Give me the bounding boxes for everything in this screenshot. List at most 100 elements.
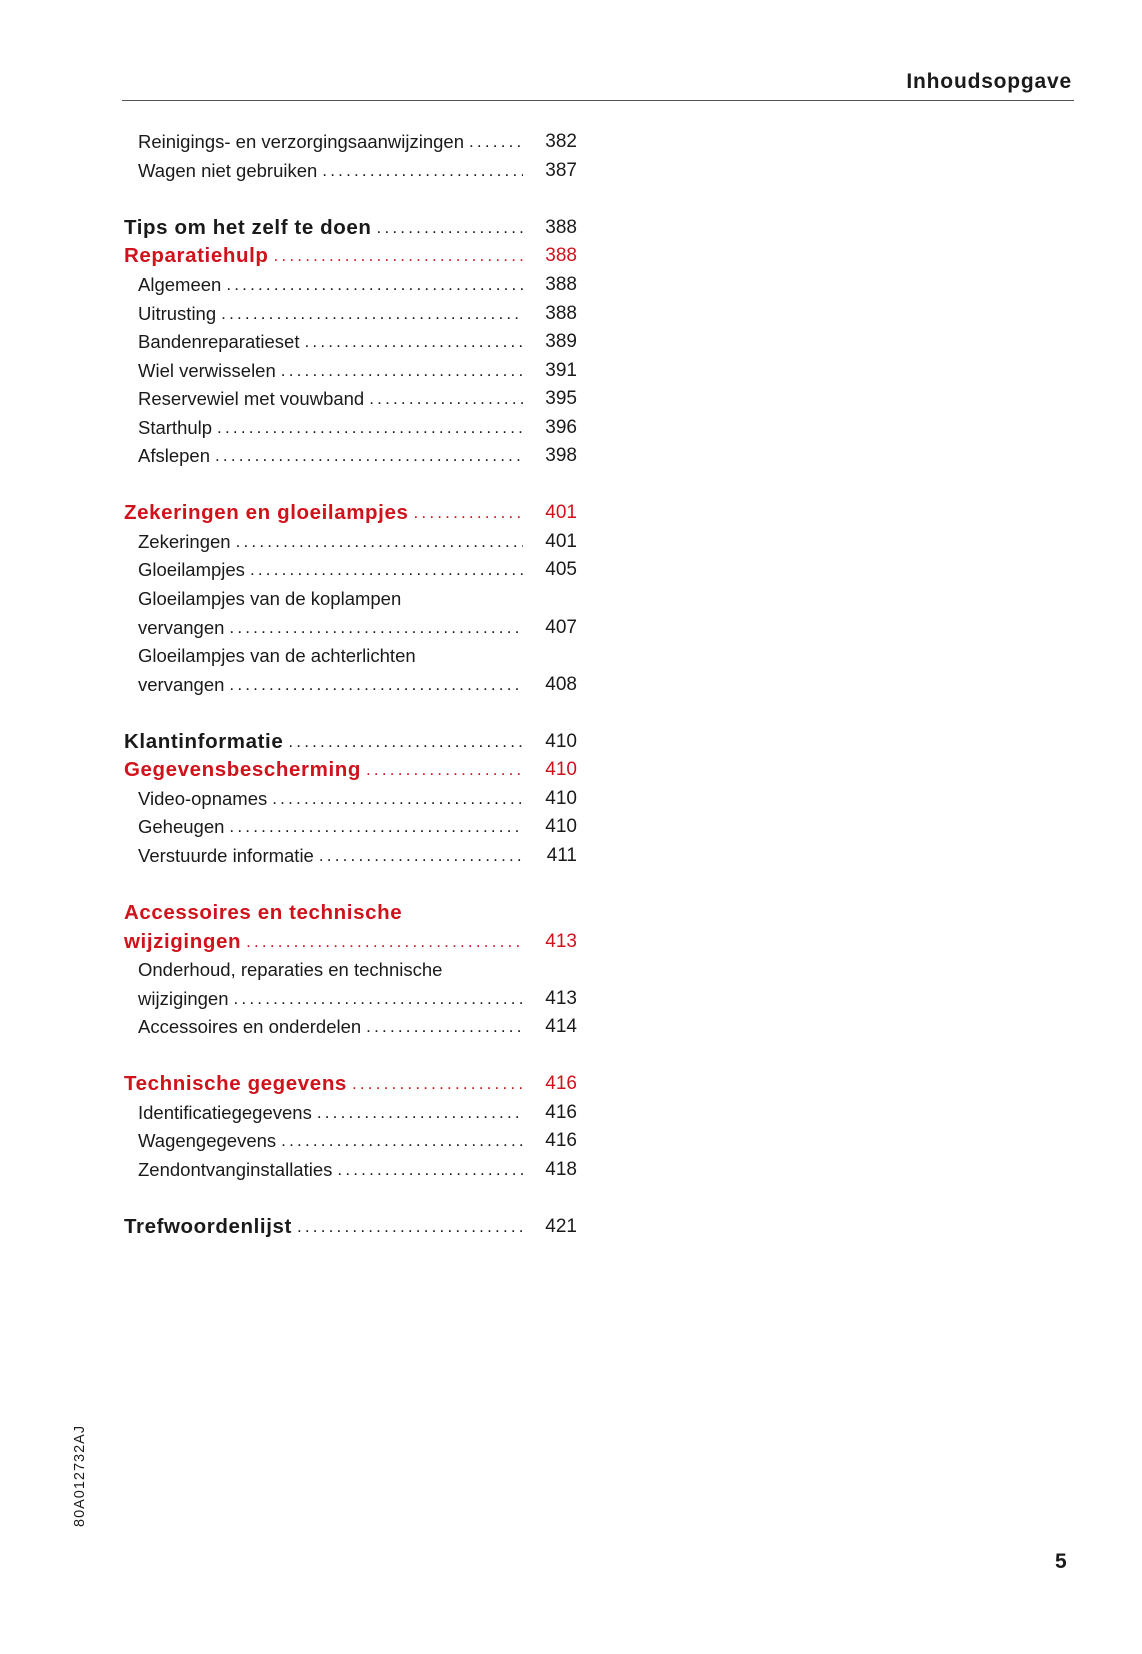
toc-entry-label: Zekeringen en gloeilampjes xyxy=(124,501,409,525)
toc-entry[interactable]: vervangen...............................… xyxy=(124,670,577,699)
toc-entry[interactable]: Verstuurde informatie...................… xyxy=(124,842,577,871)
toc-entry-page: 387 xyxy=(545,159,577,181)
toc-chapter-entry[interactable]: Accessoires en technische xyxy=(124,899,577,928)
toc-entry[interactable]: Identificatiegegevens...................… xyxy=(124,1099,577,1128)
toc-chapter-entry[interactable]: Tips om het zelf te doen................… xyxy=(124,214,577,243)
toc-chapter-entry[interactable]: Trefwoordenlijst........................… xyxy=(124,1213,577,1242)
toc-entry-label: Gloeilampjes van de achterlichten xyxy=(138,645,416,667)
toc-entry-label: Reparatiehulp xyxy=(124,244,269,268)
dot-leader: ........................................… xyxy=(272,788,523,808)
toc-entry-label: Gloeilampjes van de koplampen xyxy=(138,588,402,610)
dot-leader: ........................................… xyxy=(246,931,523,951)
toc-entry-page: 413 xyxy=(545,930,577,952)
dot-leader: ........................................… xyxy=(273,246,524,266)
toc-entry-page: 410 xyxy=(545,759,577,781)
toc-spacer xyxy=(124,699,577,728)
toc-entry[interactable]: Gloeilampjes van de koplampen xyxy=(124,585,577,614)
toc-entry[interactable]: Video-opnames...........................… xyxy=(124,785,577,814)
toc-entry[interactable]: wijzigingen.............................… xyxy=(124,984,577,1013)
toc-entry-page: 416 xyxy=(545,1073,577,1095)
toc-entry[interactable]: Geheugen................................… xyxy=(124,813,577,842)
toc-entry-page: 410 xyxy=(545,787,577,809)
dot-leader: ........................................… xyxy=(233,988,524,1008)
toc-entry-page: 382 xyxy=(545,131,577,153)
toc-entry[interactable]: Zekeringen..............................… xyxy=(124,528,577,557)
dot-leader: ........................................… xyxy=(229,817,523,837)
toc-spacer xyxy=(124,1184,577,1213)
toc-entry-page: 405 xyxy=(545,559,577,581)
toc-entry-label: Accessoires en onderdelen xyxy=(138,1016,362,1038)
toc-entry-page: 411 xyxy=(546,844,577,866)
dot-leader: ........................................… xyxy=(337,1159,523,1179)
toc-spacer xyxy=(124,870,577,899)
toc-entry-page: 398 xyxy=(545,445,577,467)
toc-entry-label: Afslepen xyxy=(138,445,210,467)
toc-entry[interactable]: Zendontvanginstallaties.................… xyxy=(124,1156,577,1185)
toc-spacer xyxy=(124,471,577,500)
document-code: 80A012732AJ xyxy=(72,1424,88,1527)
toc-entry-label: Accessoires en technische xyxy=(124,901,403,925)
toc-entry-label: wijzigingen xyxy=(138,987,229,1009)
dot-leader: ........................................… xyxy=(229,674,523,694)
dot-leader: ........................................… xyxy=(249,560,523,580)
toc-entry-page: 407 xyxy=(545,616,577,638)
table-of-contents: Reinigings- en verzorgingsaanwijzingen..… xyxy=(124,128,577,1241)
dot-leader: ........................................… xyxy=(281,1131,523,1151)
dot-leader: ........................................… xyxy=(469,132,523,152)
toc-entry[interactable]: Wiel verwisselen........................… xyxy=(124,356,577,385)
dot-leader: ........................................… xyxy=(304,332,523,352)
toc-entry-label: Geheugen xyxy=(138,816,225,838)
toc-chapter-entry[interactable]: Zekeringen en gloeilampjes..............… xyxy=(124,499,577,528)
toc-chapter-entry[interactable]: Gegevensbescherming.....................… xyxy=(124,756,577,785)
dot-leader: ........................................… xyxy=(280,360,523,380)
toc-entry-label: Reservewiel met vouwband xyxy=(138,388,365,410)
toc-entry[interactable]: Accessoires en onderdelen...............… xyxy=(124,1013,577,1042)
toc-chapter-entry[interactable]: wijzigingen.............................… xyxy=(124,927,577,956)
dot-leader: ........................................… xyxy=(366,1017,523,1037)
dot-leader: ........................................… xyxy=(366,760,523,780)
toc-entry[interactable]: Uitrusting..............................… xyxy=(124,299,577,328)
toc-entry-label: Video-opnames xyxy=(138,787,268,809)
toc-entry-page: 413 xyxy=(545,987,577,1009)
toc-entry[interactable]: Gloeilampjes............................… xyxy=(124,556,577,585)
header-rule xyxy=(122,100,1074,101)
toc-entry[interactable]: Wagen niet gebruiken....................… xyxy=(124,157,577,186)
dot-leader: ........................................… xyxy=(376,217,523,237)
toc-entry-page: 408 xyxy=(545,673,577,695)
toc-entry-label: Uitrusting xyxy=(138,302,217,324)
toc-entry-label: Tips om het zelf te doen xyxy=(124,215,372,239)
toc-chapter-entry[interactable]: Reparatiehulp...........................… xyxy=(124,242,577,271)
toc-entry-label: Algemeen xyxy=(138,274,222,295)
toc-entry[interactable]: Gloeilampjes van de achterlichten xyxy=(124,642,577,671)
toc-entry-page: 410 xyxy=(545,816,577,838)
toc-entry[interactable]: Starthulp...............................… xyxy=(124,413,577,442)
toc-entry-page: 421 xyxy=(545,1216,577,1238)
dot-leader: ........................................… xyxy=(226,275,523,294)
dot-leader: ........................................… xyxy=(318,845,523,865)
dot-leader: ........................................… xyxy=(221,303,523,323)
toc-entry[interactable]: Wagengegevens...........................… xyxy=(124,1127,577,1156)
toc-spacer xyxy=(124,1042,577,1071)
toc-entry-label: Bandenreparatieset xyxy=(138,331,300,353)
toc-entry-label: Onderhoud, reparaties en technische xyxy=(138,959,443,981)
toc-entry-page: 418 xyxy=(545,1158,577,1180)
toc-entry-label: Verstuurde informatie xyxy=(138,844,314,866)
toc-entry-page: 416 xyxy=(545,1130,577,1152)
toc-entry[interactable]: Algemeen................................… xyxy=(124,271,577,300)
toc-entry-page: 414 xyxy=(545,1016,577,1038)
toc-entry[interactable]: Bandenreparatieset......................… xyxy=(124,328,577,357)
toc-chapter-entry[interactable]: Klantinformatie.........................… xyxy=(124,727,577,756)
toc-entry[interactable]: Reinigings- en verzorgingsaanwijzingen..… xyxy=(124,128,577,157)
running-header-title: Inhoudsopgave xyxy=(906,70,1072,93)
dot-leader: ........................................… xyxy=(351,1074,523,1094)
toc-chapter-entry[interactable]: Technische gegevens.....................… xyxy=(124,1070,577,1099)
dot-leader: ........................................… xyxy=(217,417,523,437)
toc-entry-label: Identificatiegegevens xyxy=(138,1101,312,1123)
toc-entry-label: Wagen niet gebruiken xyxy=(138,159,318,181)
toc-entry[interactable]: Afslepen................................… xyxy=(124,442,577,471)
toc-entry[interactable]: vervangen...............................… xyxy=(124,613,577,642)
toc-entry-label: vervangen xyxy=(138,673,225,695)
toc-entry[interactable]: Reservewiel met vouwband................… xyxy=(124,385,577,414)
toc-entry-page: 395 xyxy=(545,388,577,410)
toc-entry[interactable]: Onderhoud, reparaties en technische xyxy=(124,956,577,985)
